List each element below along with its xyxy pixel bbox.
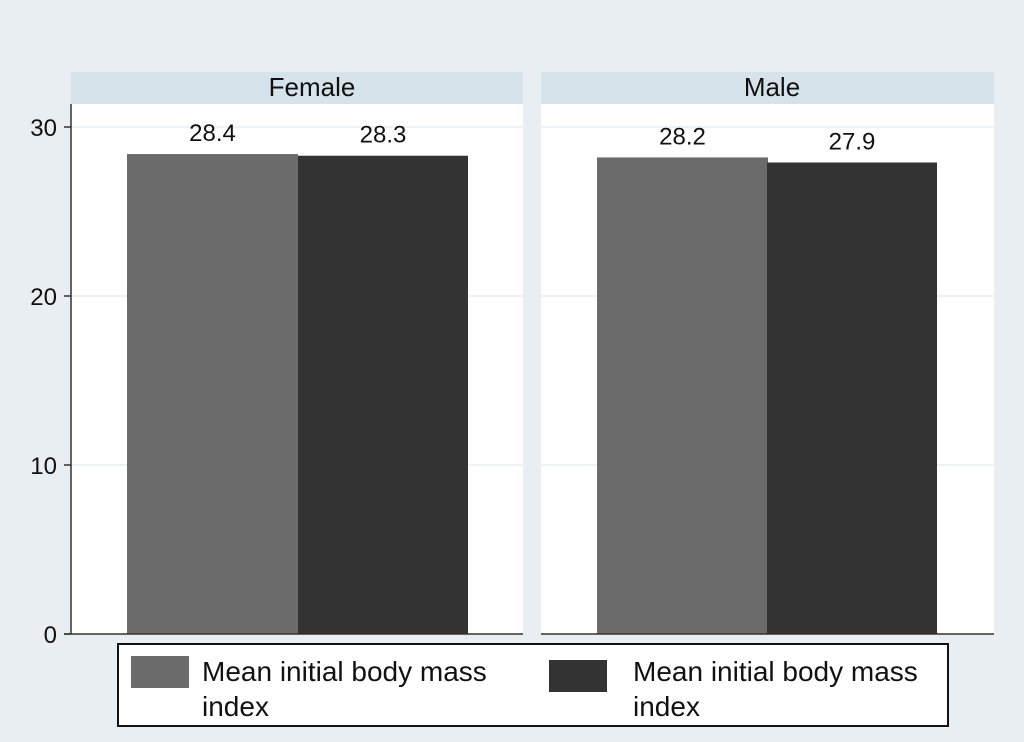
legend-label-2-line2: index: [633, 691, 700, 722]
data-label-female-1: 28.4: [189, 120, 236, 147]
legend-label-1-line2: index: [202, 691, 269, 722]
y-tick-label-20: 20: [30, 284, 57, 311]
legend-label-2-line1: Mean initial body mass: [633, 656, 918, 687]
panel-header-male: [541, 72, 994, 104]
panel-header-female: [71, 72, 523, 104]
y-tick-label-10: 10: [30, 453, 57, 480]
legend-swatch-1: [131, 656, 189, 688]
bar-male-1: [597, 157, 768, 635]
bars: [127, 154, 937, 635]
legend-label-1-line1: Mean initial body mass: [202, 656, 487, 687]
panel-title-male: Male: [744, 72, 800, 102]
legend-box: [117, 643, 949, 727]
panel-title-female: Female: [269, 72, 356, 102]
bar-female-1: [127, 154, 298, 635]
bar-male-2: [767, 162, 937, 635]
data-label-male-2: 27.9: [829, 128, 876, 155]
legend-swatch-2: [549, 660, 607, 692]
data-label-female-2: 28.3: [360, 122, 407, 149]
y-ticks: 0 10 20 30: [30, 115, 71, 649]
bar-labels: 28.4 28.3 28.2 27.9: [189, 120, 875, 155]
y-tick-label-30: 30: [30, 115, 57, 142]
bar-female-2: [298, 155, 468, 635]
data-label-male-1: 28.2: [659, 123, 706, 150]
y-tick-label-0: 0: [44, 622, 57, 649]
